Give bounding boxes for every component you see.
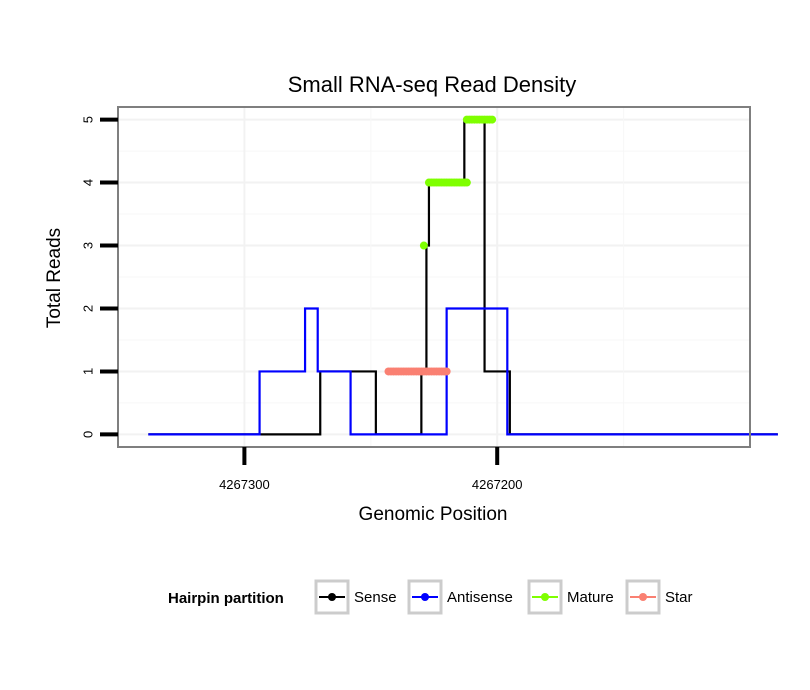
legend-key-point — [328, 593, 336, 601]
y-tick-label: 2 — [81, 305, 96, 312]
legend-label: Antisense — [447, 589, 513, 606]
plot-border — [117, 106, 751, 448]
legend-label: Sense — [354, 589, 397, 606]
x-axis-label: Genomic Position — [359, 504, 508, 525]
legend-entry-antisense: Antisense — [407, 579, 513, 615]
y-tick-label: 1 — [81, 368, 96, 375]
legend-key-point — [541, 593, 549, 601]
series-layer — [148, 115, 778, 436]
y-tick-label: 0 — [81, 431, 96, 438]
y-axis-label: Total Reads — [44, 228, 65, 328]
data-point — [488, 115, 497, 124]
x-tick-label: 4267200 — [472, 477, 523, 492]
axes: 0 1 2 3 4 5 4267300 4267200 — [81, 116, 523, 492]
legend-key-point — [639, 593, 647, 601]
series-points-mature — [419, 115, 497, 250]
y-tick-label: 3 — [81, 242, 96, 249]
legend-title: Hairpin partition — [168, 590, 284, 607]
series-points-star — [384, 367, 451, 376]
legend-label: Mature — [567, 589, 614, 606]
series-line-antisense — [148, 307, 778, 436]
data-point — [419, 241, 428, 250]
legend-entry-mature: Mature — [527, 579, 614, 615]
legend-entry-star: Star — [625, 579, 693, 615]
x-tick-label: 4267300 — [219, 477, 270, 492]
data-point — [442, 367, 451, 376]
legend-key-point — [421, 593, 429, 601]
y-tick-label: 4 — [81, 179, 96, 186]
legend-entry-sense: Sense — [314, 579, 397, 615]
legend-label: Star — [665, 589, 693, 606]
legend: Hairpin partition Sense Antisense Mature St… — [168, 579, 693, 615]
data-point — [462, 178, 471, 187]
chart-title: Small RNA-seq Read Density — [288, 72, 577, 97]
y-tick-label: 5 — [81, 116, 96, 123]
